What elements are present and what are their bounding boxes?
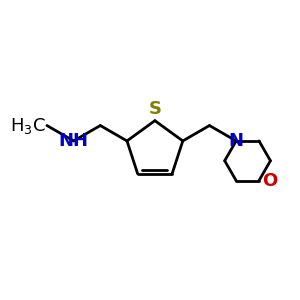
Text: NH: NH (59, 132, 89, 150)
Text: S: S (148, 100, 161, 118)
Text: N: N (229, 132, 244, 150)
Text: O: O (262, 172, 278, 190)
Text: H$_3$C: H$_3$C (10, 116, 46, 136)
